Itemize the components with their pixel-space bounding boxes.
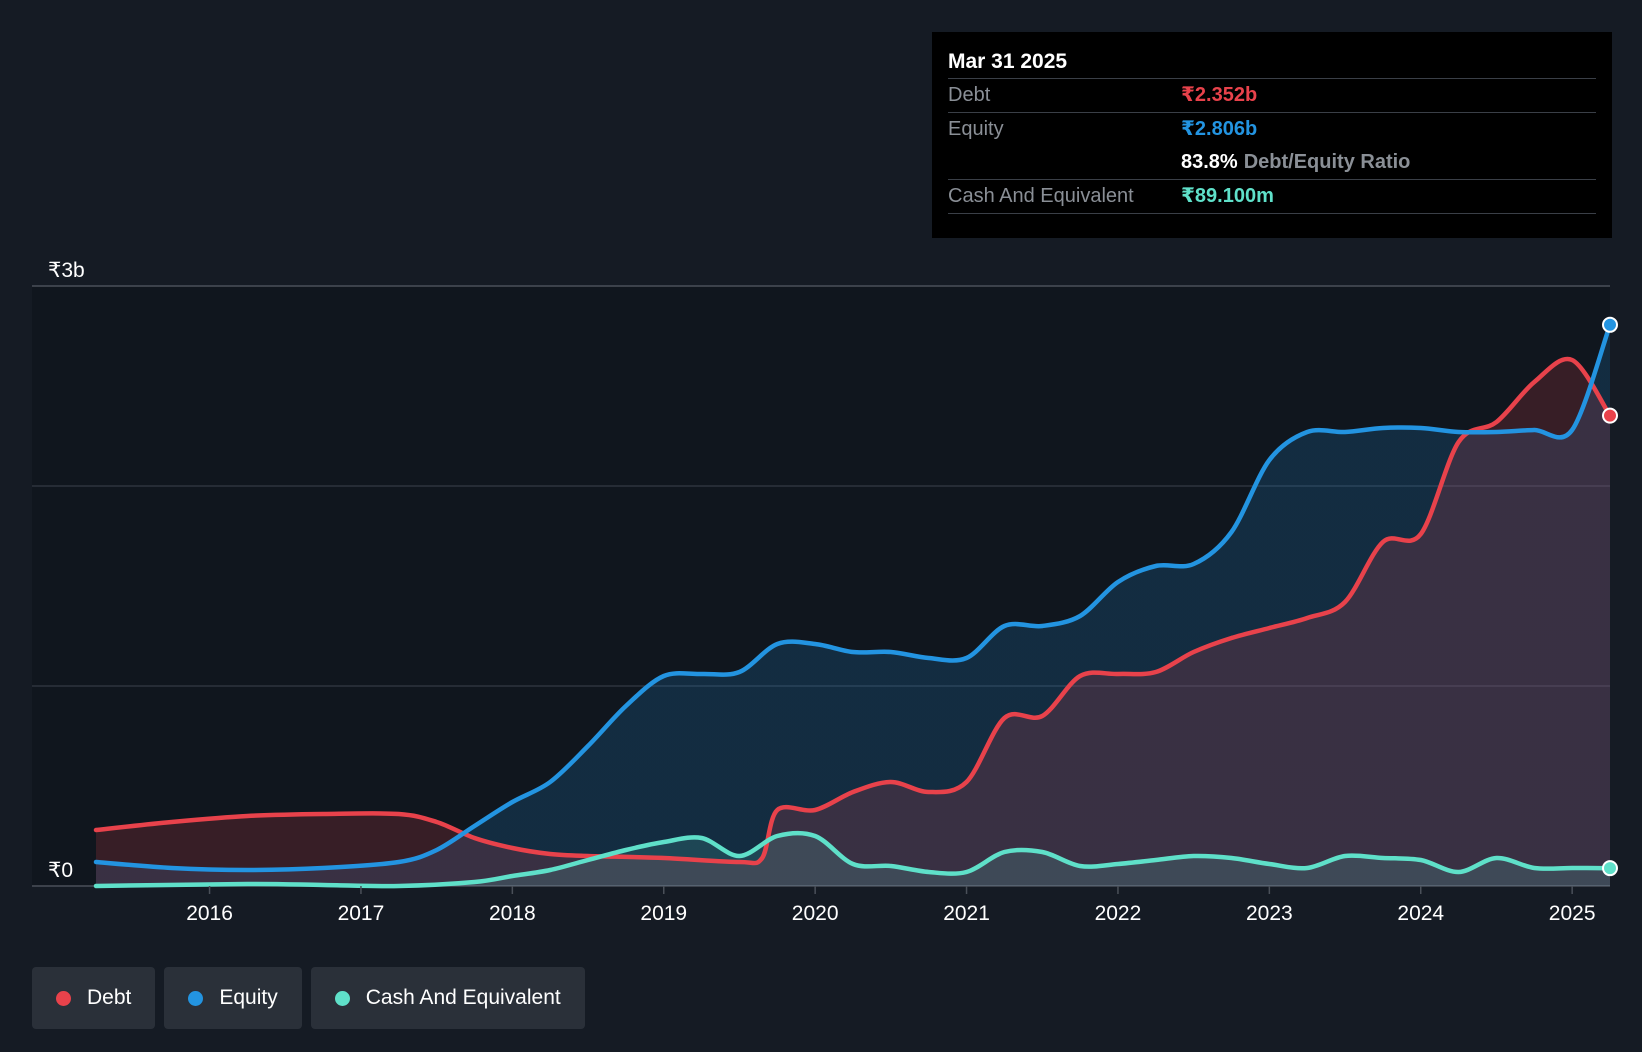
tooltip-cash-label: Cash And Equivalent (948, 185, 1134, 207)
legend-debt-label: Debt (87, 986, 132, 1009)
y-axis-ticks: ₹0 ₹3b (48, 259, 85, 882)
series-areas (96, 324, 1610, 887)
x-tick-label: 2019 (640, 902, 687, 925)
debt-end-point (1602, 407, 1618, 424)
cash-line (93, 830, 1613, 889)
tooltip-debt-value: ₹2.352b (1181, 84, 1258, 106)
cash-dot-icon (334, 990, 350, 1006)
legend-item-equity[interactable]: Equity (164, 967, 302, 1029)
tooltip-ratio-label: Debt/Equity Ratio (1243, 151, 1411, 173)
equity-area (96, 324, 1610, 886)
tooltip-ratio-row: 83.8% Debt/Equity Ratio (948, 146, 1596, 180)
y-tick-label: ₹0 (48, 859, 73, 882)
x-tick-label: 2022 (1095, 902, 1142, 925)
equity-line (93, 322, 1613, 873)
tooltip-debt-row: Debt ₹2.352b (948, 79, 1596, 113)
tooltip-cash-row: Cash And Equivalent ₹89.100m (948, 180, 1596, 214)
series-lines (93, 322, 1613, 889)
x-tick-label: 2021 (943, 902, 990, 925)
equity-dot-icon (188, 990, 204, 1006)
debt-area (96, 358, 1610, 886)
tooltip-equity-row: Equity ₹2.806b (948, 113, 1596, 146)
cash-end-point (1602, 860, 1618, 877)
tooltip-panel: Mar 31 2025 Debt ₹2.352b Equity ₹2.806b … (932, 32, 1612, 238)
tooltip-equity-label: Equity (948, 118, 1004, 140)
x-tick-label: 2018 (489, 902, 536, 925)
x-tick-label: 2016 (186, 902, 233, 925)
y-tick-label: ₹3b (48, 259, 85, 282)
x-tick-label: 2017 (338, 902, 385, 925)
x-tick-label: 2020 (792, 902, 839, 925)
legend-cash-label: Cash And Equivalent (365, 986, 561, 1009)
legend-equity-label: Equity (219, 986, 278, 1009)
equity-end-point (1602, 316, 1618, 333)
debt-dot-icon (56, 990, 71, 1006)
x-axis-ticks: 2016 2017 2018 2019 2020 2021 2022 2023 2024 2025 (186, 886, 1596, 925)
x-tick-label: 2025 (1549, 902, 1596, 925)
plot-background (32, 286, 1610, 886)
tooltip-cash-value: ₹89.100m (1181, 185, 1274, 207)
x-tick-label: 2024 (1397, 902, 1444, 925)
legend: Debt Equity Cash And Equivalent (32, 967, 585, 1029)
tooltip-date: Mar 31 2025 (948, 46, 1596, 79)
tooltip-ratio-value: 83.8% (1181, 151, 1238, 173)
legend-item-debt[interactable]: Debt (32, 967, 156, 1029)
legend-item-cash[interactable]: Cash And Equivalent (310, 967, 585, 1029)
cash-area (96, 833, 1610, 887)
end-markers (1602, 316, 1618, 877)
x-tick-label: 2023 (1246, 902, 1293, 925)
tooltip-equity-value: ₹2.806b (1181, 118, 1258, 140)
tooltip-debt-label: Debt (948, 84, 991, 106)
